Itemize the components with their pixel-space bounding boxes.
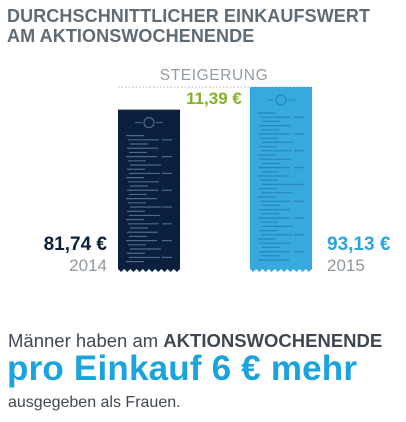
receipt-bar-2015 — [250, 87, 312, 272]
year-label-2015: 2015 — [327, 256, 365, 275]
conclusion-headline: pro Einkauf 6 € mehr — [7, 349, 358, 388]
title-line-2: AM AKTIONSWOCHENENDE — [7, 26, 255, 46]
conclusion-line-3: ausgegeben als Frauen. — [8, 394, 181, 411]
value-label-2014: 81,74 € — [44, 234, 108, 255]
value-label-2015: 93,13 € — [327, 234, 391, 255]
title-line-1: DURCHSCHNITTLICHER EINKAUFSWERT — [7, 6, 371, 26]
difference-label: STEIGERUNG — [160, 67, 268, 84]
receipt-logo-icon — [143, 117, 155, 129]
year-label-2014: 2014 — [69, 256, 107, 275]
receipt-logo-icon — [275, 94, 287, 106]
receipt-bar-chart: STEIGERUNG 11,39 € 81,74 € 2014 93,13 € … — [44, 67, 391, 275]
conclusion-line-1-start: Männer haben am — [8, 330, 159, 351]
difference-value: 11,39 € — [186, 89, 242, 108]
conclusion-line-1: Männer haben am AKTIONSWOCHENENDE — [8, 330, 382, 352]
receipt-bar-2014 — [118, 109, 180, 272]
conclusion-line-1-caps: AKTIONSWOCHENENDE — [163, 330, 383, 351]
bar-2015 — [250, 87, 312, 272]
chart-title: DURCHSCHNITTLICHER EINKAUFSWERT AM AKTIO… — [7, 6, 397, 46]
